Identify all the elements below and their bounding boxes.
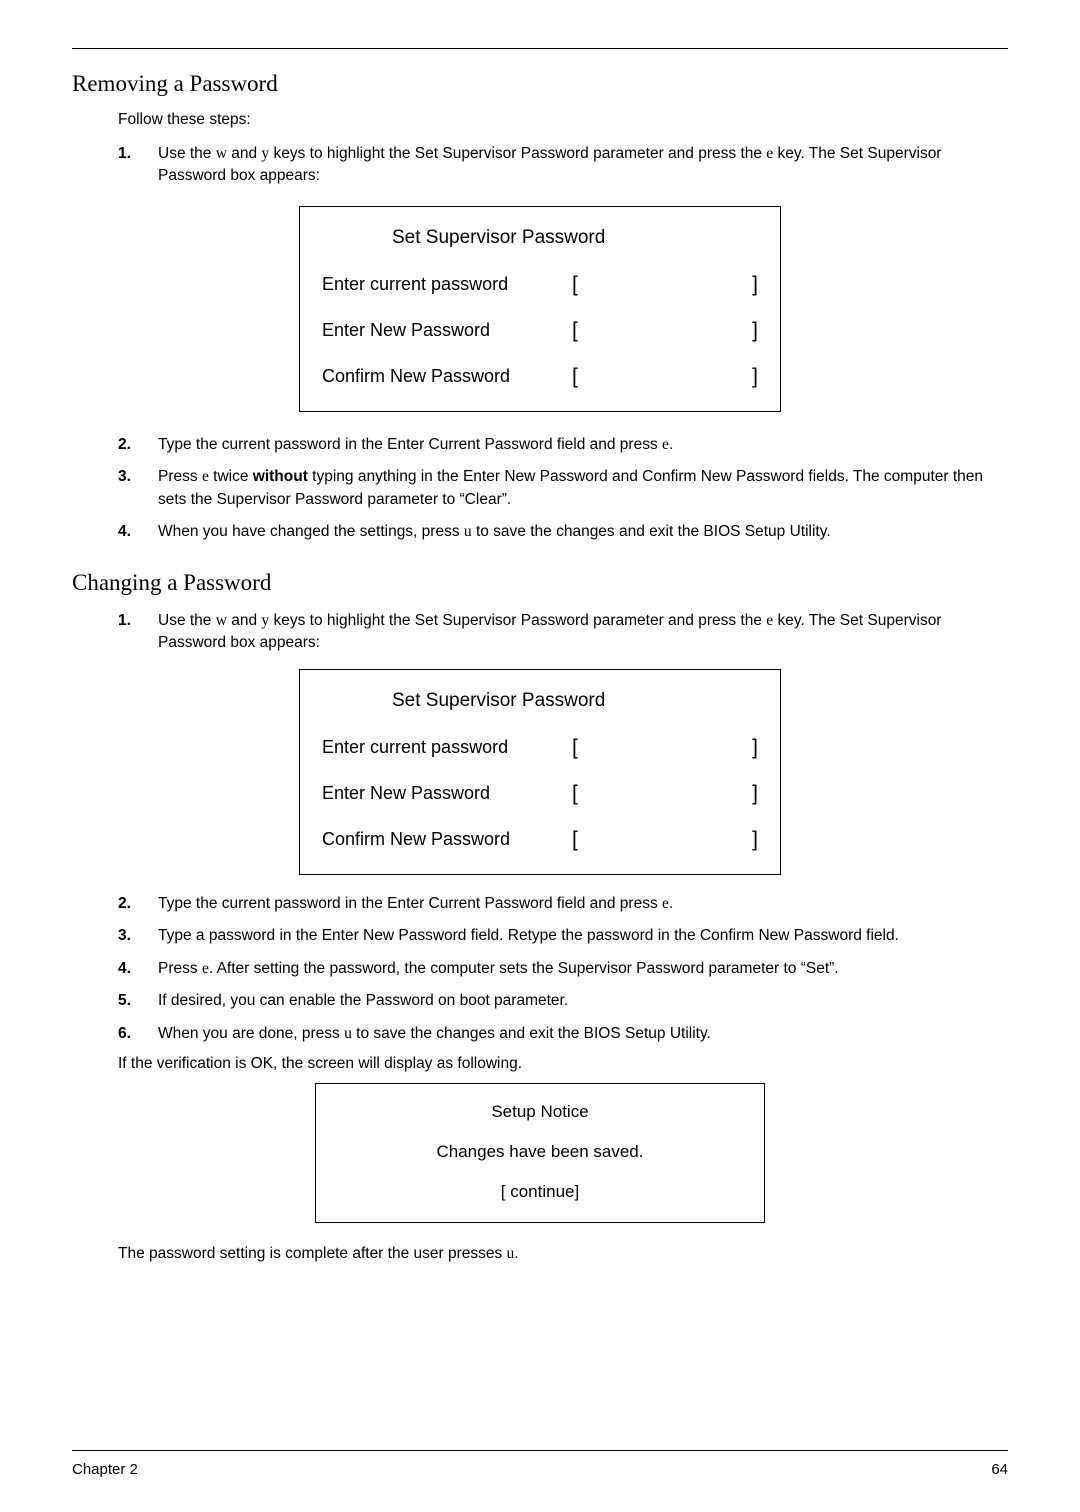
step: 5. If desired, you can enable the Passwo… xyxy=(118,990,1008,1012)
step-text: Press e twice without typing anything in… xyxy=(158,466,1008,511)
dialog-row-new: Enter New Password [] xyxy=(322,319,758,343)
dialog-field[interactable]: [] xyxy=(572,782,758,806)
step: 3. Type a password in the Enter New Pass… xyxy=(118,925,1008,947)
section-changing-title: Changing a Password xyxy=(72,570,1008,596)
dialog-label: Enter New Password xyxy=(322,783,554,804)
step: 6. When you are done, press u to save th… xyxy=(118,1023,1008,1045)
section2-steps: 1. Use the w and y keys to highlight the… xyxy=(118,610,1008,655)
notice-line: Changes have been saved. xyxy=(338,1142,742,1162)
step-text: Type a password in the Enter New Passwor… xyxy=(158,925,1008,947)
section2-steps-cont: 2. Type the current password in the Ente… xyxy=(118,893,1008,1045)
dialog-field[interactable]: [] xyxy=(572,736,758,760)
step-num: 4. xyxy=(118,521,142,543)
section1-steps-cont: 2. Type the current password in the Ente… xyxy=(118,434,1008,544)
dialog-field[interactable]: [] xyxy=(572,365,758,389)
step-text: Use the w and y keys to highlight the Se… xyxy=(158,610,1008,655)
dialog-row-confirm: Confirm New Password [] xyxy=(322,828,758,852)
step: 1. Use the w and y keys to highlight the… xyxy=(118,143,1008,188)
dialog-label: Confirm New Password xyxy=(322,366,554,387)
dialog-field[interactable]: [] xyxy=(572,319,758,343)
step-text: Press e. After setting the password, the… xyxy=(158,958,1008,980)
dialog-label: Confirm New Password xyxy=(322,829,554,850)
footer-page-number: 64 xyxy=(991,1461,1008,1478)
section1-intro: Follow these steps: xyxy=(118,111,1008,129)
dialog-row-confirm: Confirm New Password [] xyxy=(322,365,758,389)
step-num: 2. xyxy=(118,893,142,915)
step: 2. Type the current password in the Ente… xyxy=(118,434,1008,456)
setup-notice-dialog: Setup Notice Changes have been saved. [ … xyxy=(315,1083,765,1223)
step-num: 2. xyxy=(118,434,142,456)
notice-continue[interactable]: [ continue] xyxy=(338,1182,742,1202)
step-num: 1. xyxy=(118,610,142,655)
step: 4. When you have changed the settings, p… xyxy=(118,521,1008,543)
step: 1. Use the w and y keys to highlight the… xyxy=(118,610,1008,655)
step-text: If desired, you can enable the Password … xyxy=(158,990,1008,1012)
page-footer: Chapter 2 64 xyxy=(72,1450,1008,1478)
step-num: 5. xyxy=(118,990,142,1012)
dialog-label: Enter current password xyxy=(322,737,554,758)
notice-title: Setup Notice xyxy=(338,1102,742,1122)
dialog-row-new: Enter New Password [] xyxy=(322,782,758,806)
step: 4. Press e. After setting the password, … xyxy=(118,958,1008,980)
footer-rule xyxy=(72,1450,1008,1451)
dialog-label: Enter New Password xyxy=(322,320,554,341)
step-text: Type the current password in the Enter C… xyxy=(158,893,1008,915)
dialog-field[interactable]: [] xyxy=(572,828,758,852)
footer-chapter: Chapter 2 xyxy=(72,1461,138,1478)
section-removing-title: Removing a Password xyxy=(72,71,1008,97)
dialog-row-current: Enter current password [] xyxy=(322,273,758,297)
section2-after: If the verification is OK, the screen wi… xyxy=(118,1055,1008,1073)
dialog-row-current: Enter current password [] xyxy=(322,736,758,760)
step-num: 4. xyxy=(118,958,142,980)
set-supervisor-password-dialog: Set Supervisor Password Enter current pa… xyxy=(299,206,781,412)
step-text: Use the w and y keys to highlight the Se… xyxy=(158,143,1008,188)
set-supervisor-password-dialog-2: Set Supervisor Password Enter current pa… xyxy=(299,669,781,875)
step-num: 6. xyxy=(118,1023,142,1045)
dialog-field[interactable]: [] xyxy=(572,273,758,297)
section1-steps: 1. Use the w and y keys to highlight the… xyxy=(118,143,1008,188)
top-rule xyxy=(72,48,1008,49)
step-text: When you are done, press u to save the c… xyxy=(158,1023,1008,1045)
step-text: When you have changed the settings, pres… xyxy=(158,521,1008,543)
step-num: 3. xyxy=(118,925,142,947)
closing-text: The password setting is complete after t… xyxy=(118,1245,1008,1263)
step-num: 1. xyxy=(118,143,142,188)
dialog-title: Set Supervisor Password xyxy=(322,690,758,712)
step: 3. Press e twice without typing anything… xyxy=(118,466,1008,511)
step-text: Type the current password in the Enter C… xyxy=(158,434,1008,456)
dialog-label: Enter current password xyxy=(322,274,554,295)
step-num: 3. xyxy=(118,466,142,511)
step: 2. Type the current password in the Ente… xyxy=(118,893,1008,915)
dialog-title: Set Supervisor Password xyxy=(322,227,758,249)
